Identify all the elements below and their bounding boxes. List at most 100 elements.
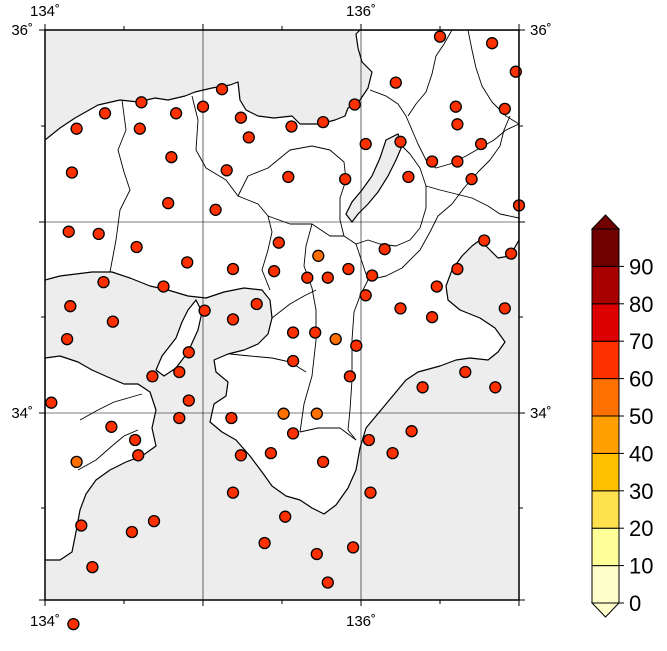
station-marker bbox=[498, 302, 511, 315]
right-tick-label: 36˚ bbox=[530, 22, 552, 39]
station-marker bbox=[350, 339, 363, 352]
colorbar-segment bbox=[591, 340, 620, 380]
station-marker bbox=[386, 446, 399, 460]
colorbar-under-triangle bbox=[590, 602, 621, 618]
station-marker bbox=[147, 514, 161, 528]
colorbar-label: 60 bbox=[629, 367, 653, 392]
station-marker bbox=[64, 300, 77, 313]
station-marker bbox=[489, 381, 502, 394]
map-frame bbox=[39, 24, 525, 606]
bottom-tick-label: 136˚ bbox=[346, 613, 376, 630]
station-marker bbox=[451, 262, 464, 276]
colorbar-segment bbox=[591, 527, 620, 567]
station-marker bbox=[277, 407, 290, 420]
station-marker bbox=[215, 83, 229, 96]
station-marker bbox=[105, 420, 118, 433]
station-marker bbox=[365, 269, 379, 282]
station-marker bbox=[389, 76, 402, 89]
lake-biwa bbox=[345, 133, 403, 223]
station-marker bbox=[504, 247, 518, 260]
station-marker bbox=[135, 96, 148, 109]
colorbar-segment bbox=[591, 452, 620, 492]
station-marker bbox=[242, 131, 255, 144]
station-marker bbox=[130, 240, 143, 254]
station-marker bbox=[316, 455, 330, 469]
station-marker bbox=[321, 271, 334, 284]
colorbar-label: 90 bbox=[629, 254, 653, 279]
station-marker bbox=[234, 111, 248, 124]
station-marker bbox=[75, 519, 88, 532]
station-marker bbox=[430, 280, 443, 293]
colorbar-label: 30 bbox=[629, 479, 653, 504]
colorbar-label: 70 bbox=[629, 329, 653, 354]
station-marker bbox=[478, 234, 491, 247]
station-marker bbox=[198, 304, 211, 317]
station-marker bbox=[310, 407, 323, 420]
station-marker bbox=[339, 172, 352, 186]
station-marker bbox=[359, 289, 372, 302]
station-marker bbox=[279, 510, 292, 523]
station-marker bbox=[405, 425, 418, 438]
colorbar-over-triangle bbox=[590, 214, 621, 230]
station-marker bbox=[45, 396, 58, 409]
colorbar-segment bbox=[591, 265, 620, 305]
station-marker bbox=[312, 249, 325, 262]
station-marker bbox=[286, 326, 300, 339]
station-marker bbox=[173, 365, 186, 379]
shikoku-land bbox=[45, 355, 157, 561]
colorbar-segment bbox=[591, 415, 620, 454]
colorbar-label: 20 bbox=[629, 516, 653, 541]
station-marker bbox=[226, 486, 240, 499]
station-marker bbox=[62, 225, 75, 238]
station-marker bbox=[132, 449, 145, 462]
station-marker bbox=[209, 203, 222, 216]
station-marker bbox=[285, 120, 298, 133]
colorbar-label: 40 bbox=[629, 441, 653, 466]
station-marker bbox=[226, 313, 240, 326]
colorbar: 0 10 20 30 40 50 60 70 80 90 bbox=[590, 214, 653, 618]
station-marker bbox=[449, 100, 462, 113]
top-tick-label: 136˚ bbox=[346, 3, 376, 20]
station-marker bbox=[264, 446, 278, 460]
station-marker bbox=[67, 617, 80, 631]
station-marker bbox=[425, 311, 439, 324]
station-marker bbox=[309, 326, 322, 339]
station-marker bbox=[362, 433, 376, 447]
colorbar-segment bbox=[591, 565, 620, 604]
station-marker bbox=[433, 30, 447, 43]
station-marker bbox=[128, 433, 142, 447]
station-marker bbox=[92, 227, 105, 241]
station-marker bbox=[267, 265, 281, 278]
station-marker bbox=[394, 135, 407, 148]
colorbar-segment bbox=[591, 303, 620, 342]
station-marker bbox=[106, 315, 120, 328]
station-marker bbox=[451, 118, 464, 131]
station-marker bbox=[359, 137, 372, 151]
station-marker bbox=[181, 256, 194, 269]
station-marker bbox=[286, 354, 300, 368]
station-marker bbox=[182, 346, 195, 359]
station-marker bbox=[165, 151, 178, 164]
station-marker bbox=[146, 370, 159, 383]
left-tick-label: 36˚ bbox=[11, 22, 33, 39]
station-marker bbox=[364, 486, 377, 499]
station-marker bbox=[310, 547, 323, 561]
station-marker bbox=[321, 576, 334, 589]
station-marker bbox=[402, 170, 415, 184]
station-marker bbox=[225, 411, 238, 425]
top-tick-label: 134˚ bbox=[30, 3, 60, 20]
station-marker bbox=[425, 155, 439, 168]
station-marker bbox=[60, 332, 74, 346]
station-marker bbox=[474, 137, 488, 151]
station-marker bbox=[98, 107, 112, 120]
station-marker bbox=[173, 411, 186, 425]
colorbar-label: 80 bbox=[629, 292, 653, 317]
station-marker bbox=[157, 280, 170, 293]
station-marker bbox=[346, 541, 360, 554]
station-marker bbox=[196, 100, 210, 113]
station-marker bbox=[182, 394, 195, 407]
colorbar-label: 0 bbox=[629, 591, 641, 616]
station-marker bbox=[70, 122, 83, 135]
station-marker bbox=[459, 365, 472, 379]
station-marker bbox=[348, 98, 361, 111]
